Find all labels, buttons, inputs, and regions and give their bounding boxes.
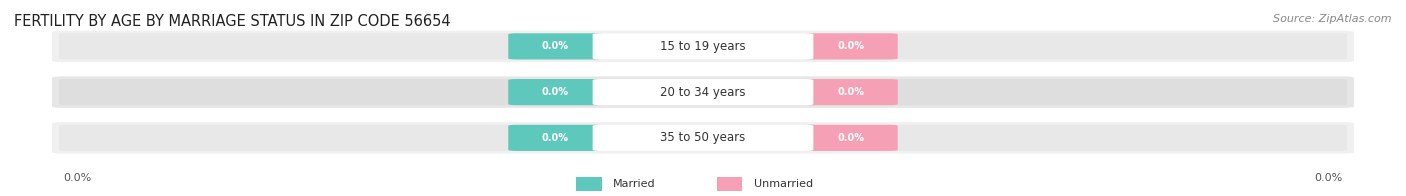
FancyBboxPatch shape — [804, 125, 898, 151]
FancyBboxPatch shape — [52, 122, 1354, 154]
FancyBboxPatch shape — [59, 79, 1347, 105]
FancyBboxPatch shape — [59, 33, 1347, 59]
FancyBboxPatch shape — [593, 33, 813, 59]
FancyBboxPatch shape — [804, 33, 898, 59]
FancyBboxPatch shape — [576, 177, 602, 191]
FancyBboxPatch shape — [509, 33, 603, 59]
Text: 0.0%: 0.0% — [541, 41, 569, 51]
Text: Married: Married — [613, 179, 655, 189]
FancyBboxPatch shape — [52, 31, 1354, 62]
FancyBboxPatch shape — [593, 79, 813, 105]
FancyBboxPatch shape — [52, 76, 1354, 108]
Text: Source: ZipAtlas.com: Source: ZipAtlas.com — [1274, 14, 1392, 24]
Text: 0.0%: 0.0% — [63, 173, 91, 183]
Text: 0.0%: 0.0% — [837, 41, 865, 51]
Text: 0.0%: 0.0% — [541, 87, 569, 97]
FancyBboxPatch shape — [509, 125, 603, 151]
FancyBboxPatch shape — [593, 125, 813, 151]
Text: 0.0%: 0.0% — [1315, 173, 1343, 183]
Text: 15 to 19 years: 15 to 19 years — [661, 40, 745, 53]
FancyBboxPatch shape — [509, 79, 603, 105]
Text: Unmarried: Unmarried — [754, 179, 813, 189]
Text: FERTILITY BY AGE BY MARRIAGE STATUS IN ZIP CODE 56654: FERTILITY BY AGE BY MARRIAGE STATUS IN Z… — [14, 14, 451, 29]
FancyBboxPatch shape — [717, 177, 742, 191]
Text: 0.0%: 0.0% — [837, 87, 865, 97]
Text: 20 to 34 years: 20 to 34 years — [661, 86, 745, 99]
Text: 0.0%: 0.0% — [541, 133, 569, 143]
Text: 0.0%: 0.0% — [837, 133, 865, 143]
FancyBboxPatch shape — [804, 79, 898, 105]
Text: 35 to 50 years: 35 to 50 years — [661, 131, 745, 144]
FancyBboxPatch shape — [59, 125, 1347, 151]
